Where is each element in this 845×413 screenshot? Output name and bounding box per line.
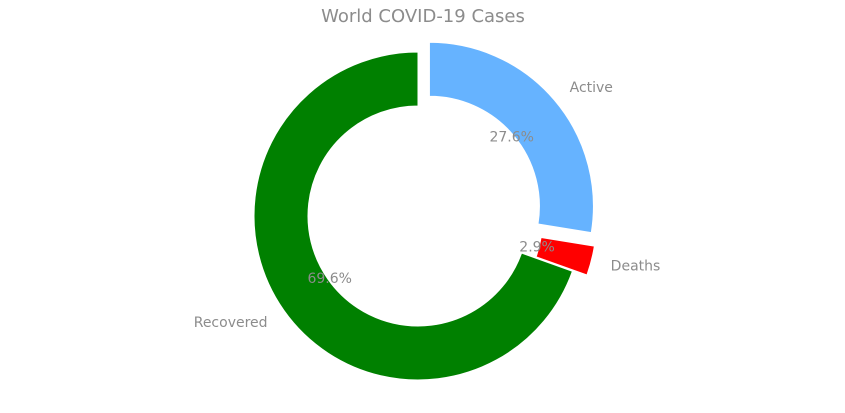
percent-active: 27.6% [489,129,533,145]
percent-deaths: 2.9% [519,240,555,256]
label-recovered: Recovered [194,315,268,331]
slice-active [428,41,594,234]
slices-layer [253,41,595,381]
slice-recovered [253,51,574,381]
label-deaths: Deaths [611,259,661,275]
percent-recovered: 69.6% [307,271,351,287]
labels-layer: Active 27.6% Deaths 2.9% Recovered 69.6% [194,80,661,331]
slice-deaths [535,236,595,276]
label-active: Active [570,80,613,96]
chart-title: World COVID-19 Cases [321,6,525,27]
